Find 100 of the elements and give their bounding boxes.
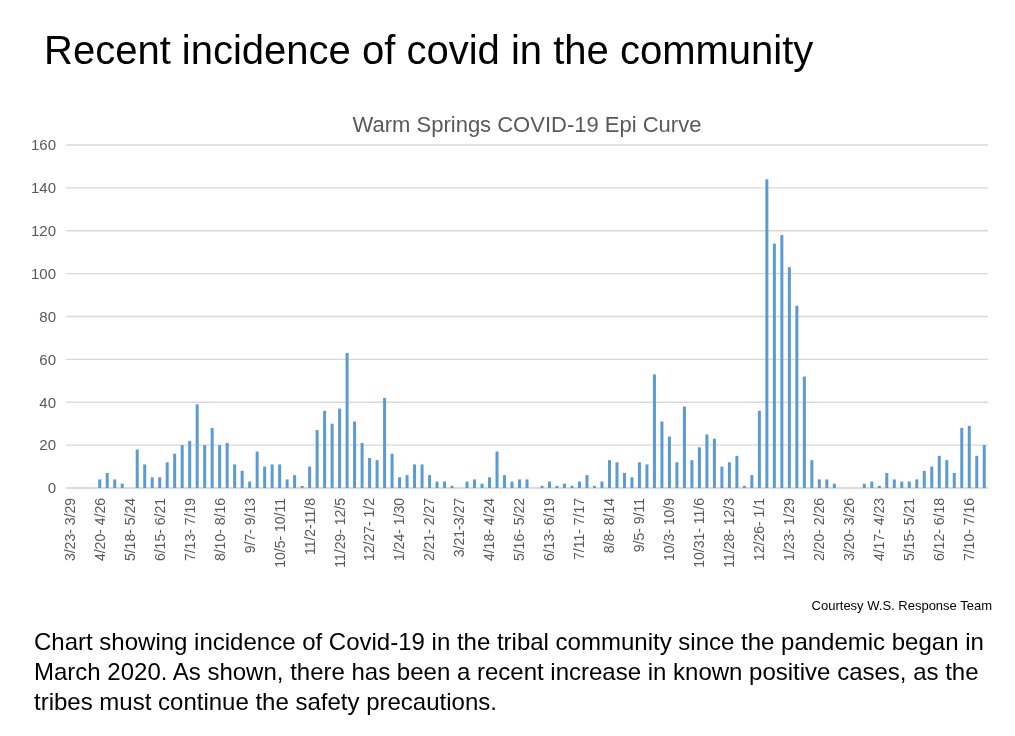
bar xyxy=(975,455,979,488)
bar xyxy=(607,460,611,488)
bar xyxy=(945,460,949,488)
bar xyxy=(885,472,889,488)
bar xyxy=(165,462,169,488)
bar xyxy=(540,485,544,488)
bar xyxy=(405,475,409,488)
x-tick-label: 12/27- 1/2 xyxy=(361,497,378,562)
y-tick-label: 40 xyxy=(39,393,56,411)
bar xyxy=(420,464,424,488)
x-tick-label: 8/8- 8/14 xyxy=(601,497,618,554)
bar xyxy=(877,485,881,488)
bar xyxy=(900,481,904,488)
y-tick-label: 80 xyxy=(39,307,56,325)
bar xyxy=(443,481,447,488)
bar xyxy=(300,485,304,488)
bar xyxy=(105,472,109,488)
x-tick-label: 11/29- 12/5 xyxy=(331,497,348,568)
x-tick-label: 12/26- 1/1 xyxy=(751,497,768,562)
x-tick-label: 3/21-3/27 xyxy=(451,497,468,558)
x-tick-label: 1/24- 1/30 xyxy=(391,497,408,562)
bar xyxy=(413,464,417,488)
bar xyxy=(750,475,754,488)
x-tick-label: 9/7- 9/13 xyxy=(241,497,258,554)
bar xyxy=(825,479,829,488)
bar xyxy=(435,481,439,488)
bar xyxy=(135,449,139,488)
bar xyxy=(562,483,566,488)
bar xyxy=(308,466,312,488)
bar xyxy=(967,425,971,488)
bar xyxy=(465,481,469,488)
bar xyxy=(383,397,387,488)
bar xyxy=(248,481,252,488)
bar xyxy=(278,464,282,488)
bar xyxy=(922,470,926,488)
bar xyxy=(772,243,776,488)
bar xyxy=(757,410,761,488)
x-tick-label: 10/5- 10/11 xyxy=(271,497,288,568)
bar xyxy=(577,481,581,488)
bar xyxy=(375,460,379,488)
text: Courtesy W.S. Response Team xyxy=(811,598,992,613)
x-tick-label: 10/31- 11/6 xyxy=(691,497,708,568)
y-tick-label: 0 xyxy=(47,479,56,497)
y-tick-label: 20 xyxy=(39,436,56,454)
bar xyxy=(832,483,836,488)
x-tick-label: 5/15- 5/21 xyxy=(901,497,918,562)
x-tick-label: 10/3- 10/9 xyxy=(661,497,678,562)
bar xyxy=(780,235,784,488)
bar xyxy=(960,427,964,488)
bar xyxy=(982,445,986,488)
x-tick-label: 2/20- 2/26 xyxy=(811,497,828,562)
bar xyxy=(480,483,484,488)
x-tick-label: 6/12- 6/18 xyxy=(931,497,948,562)
bar xyxy=(630,477,634,488)
x-tick-label: 2/21- 2/27 xyxy=(421,497,438,562)
bar xyxy=(870,481,874,488)
bar xyxy=(765,179,769,488)
bar xyxy=(615,462,619,488)
bar xyxy=(862,483,866,488)
bar xyxy=(892,479,896,488)
bar xyxy=(113,479,117,488)
y-tick-label: 100 xyxy=(30,264,56,282)
bar xyxy=(810,460,814,488)
bar xyxy=(720,466,724,488)
x-tick-label: 11/2-11/8 xyxy=(301,497,318,556)
bar xyxy=(233,464,237,488)
bar xyxy=(188,440,192,488)
bar xyxy=(930,466,934,488)
bar xyxy=(203,445,207,488)
x-tick-label: 7/11- 7/17 xyxy=(571,497,588,561)
bar xyxy=(907,481,911,488)
x-tick-label: 11/28- 12/3 xyxy=(721,497,738,568)
bar xyxy=(727,462,731,488)
bar xyxy=(368,457,372,488)
bar xyxy=(225,442,229,488)
bar xyxy=(690,460,694,488)
bar xyxy=(652,374,656,488)
bar xyxy=(547,481,551,488)
bar xyxy=(637,462,641,488)
bar xyxy=(173,453,177,488)
bar xyxy=(622,472,626,488)
bar xyxy=(510,481,514,488)
bar xyxy=(712,438,716,488)
bar xyxy=(338,408,342,488)
bar xyxy=(428,475,432,488)
y-tick-label: 160 xyxy=(30,136,56,154)
bar xyxy=(742,485,746,488)
bar xyxy=(218,445,222,488)
x-tick-label: 1/23- 1/29 xyxy=(781,497,798,562)
bar xyxy=(398,477,402,488)
bar xyxy=(667,436,671,488)
bar xyxy=(240,470,244,488)
bar xyxy=(495,451,499,488)
bar xyxy=(360,442,364,488)
bar xyxy=(802,376,806,488)
y-tick-label: 60 xyxy=(39,350,56,368)
x-tick-label: 3/20- 3/26 xyxy=(841,497,858,562)
bar xyxy=(915,479,919,488)
bar xyxy=(120,483,124,488)
bar xyxy=(315,430,319,488)
